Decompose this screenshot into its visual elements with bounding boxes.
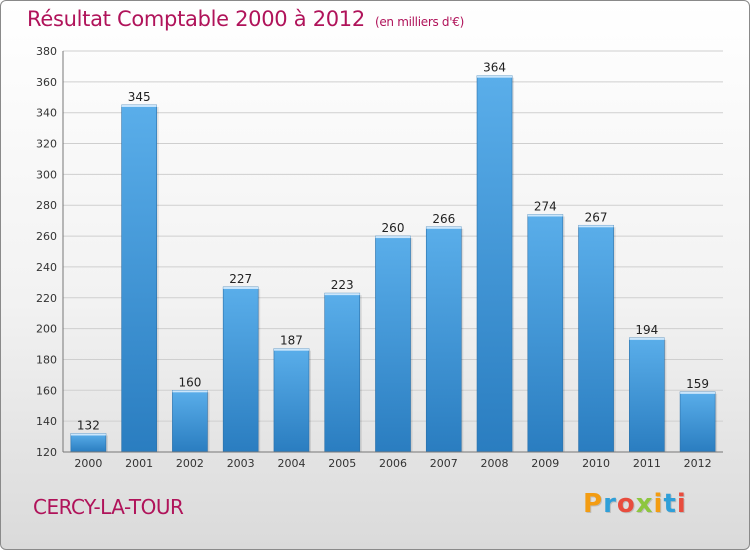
bar-highlight [578, 225, 614, 228]
bar-2011 [629, 337, 665, 453]
bar-2009 [527, 214, 564, 453]
y-tick-label: 360 [36, 76, 57, 89]
bar-2007 [425, 226, 462, 453]
y-tick-label: 120 [36, 446, 57, 459]
y-tick-label: 240 [36, 261, 57, 274]
data-label-2002: 160 [178, 375, 201, 389]
logo-letter: o [616, 489, 636, 519]
logo-letter: i [676, 489, 687, 519]
bar-2005 [324, 292, 361, 453]
bar-2006 [375, 235, 411, 453]
x-tick-label: 2001 [125, 457, 153, 470]
chart-title: Résultat Comptable 2000 à 2012 (en millie… [27, 7, 464, 31]
x-tick-label: 2010 [582, 457, 610, 470]
bar-highlight [121, 104, 157, 107]
x-tick-label: 2003 [227, 457, 255, 470]
axes: 120 140 160 180 200 220 240 260 280 300 320 340 360 3… [36, 45, 723, 470]
bar-2000 [70, 433, 107, 453]
logo-letter: i [653, 489, 664, 519]
bar-highlight [324, 293, 360, 296]
bar-highlight [172, 390, 208, 393]
x-tick-label: 2000 [74, 457, 102, 470]
x-tick-label: 2009 [531, 457, 559, 470]
y-tick-label: 180 [36, 353, 57, 366]
y-tick-label: 300 [36, 168, 57, 181]
logo-letter: r [603, 489, 617, 519]
data-label-2000: 132 [77, 418, 100, 432]
bar-2002 [172, 390, 208, 453]
x-tick-label: 2004 [277, 457, 305, 470]
x-tick-label: 2002 [176, 457, 204, 470]
data-label-2011: 194 [635, 323, 658, 337]
x-tick-label: 2005 [328, 457, 356, 470]
x-tick-label: 2012 [684, 457, 712, 470]
logo-letter: t [663, 489, 677, 519]
bar-highlight [527, 214, 563, 217]
bar-2001 [121, 104, 157, 453]
y-tick-label: 140 [36, 415, 57, 428]
x-tick-label: 2008 [481, 457, 509, 470]
bar-highlight [680, 391, 716, 394]
data-label-2012: 159 [686, 377, 709, 391]
y-tick-label: 340 [36, 107, 57, 120]
bars: 132 345 160 227 187 223 260 266 364 274 267 194 159 [70, 61, 718, 453]
bar-highlight [70, 433, 106, 436]
data-label-2004: 187 [280, 334, 303, 348]
chart-title-text: Résultat Comptable 2000 à 2012 [27, 7, 365, 31]
y-tick-label: 200 [36, 323, 57, 336]
bar-highlight [223, 286, 259, 289]
data-label-2008: 364 [483, 61, 506, 75]
bar-2004 [273, 348, 310, 453]
y-tick-label: 320 [36, 138, 57, 151]
data-label-2010: 267 [585, 210, 608, 224]
data-label-2001: 345 [128, 90, 151, 104]
x-tick-label: 2007 [430, 457, 458, 470]
y-tick-label: 160 [36, 384, 57, 397]
bar-2012 [679, 391, 716, 453]
data-label-2006: 260 [382, 221, 405, 235]
commune-name: CERCY-LA-TOUR [33, 495, 184, 519]
x-tick-label: 2006 [379, 457, 407, 470]
bar-2003 [222, 286, 259, 453]
x-tick-label: 2011 [633, 457, 661, 470]
bar-highlight [273, 348, 309, 351]
bar-2010 [578, 224, 614, 453]
bar-highlight [629, 337, 665, 340]
bar-highlight [426, 226, 462, 229]
data-label-2007: 266 [432, 212, 455, 226]
bar-2008 [476, 75, 513, 453]
data-label-2009: 274 [534, 199, 557, 213]
y-tick-label: 280 [36, 199, 57, 212]
y-tick-label: 380 [36, 45, 57, 58]
data-label-2005: 223 [331, 278, 354, 292]
data-label-2003: 227 [229, 272, 252, 286]
logo-letter: P [583, 489, 604, 519]
logo-letter: x [635, 489, 654, 519]
y-tick-label: 220 [36, 292, 57, 305]
chart-unit: (en milliers d'€) [374, 15, 464, 29]
y-tick-label: 260 [36, 230, 57, 243]
bar-highlight [477, 75, 513, 78]
bar-highlight [375, 236, 411, 239]
proxiti-logo: Proxiti [583, 489, 687, 519]
